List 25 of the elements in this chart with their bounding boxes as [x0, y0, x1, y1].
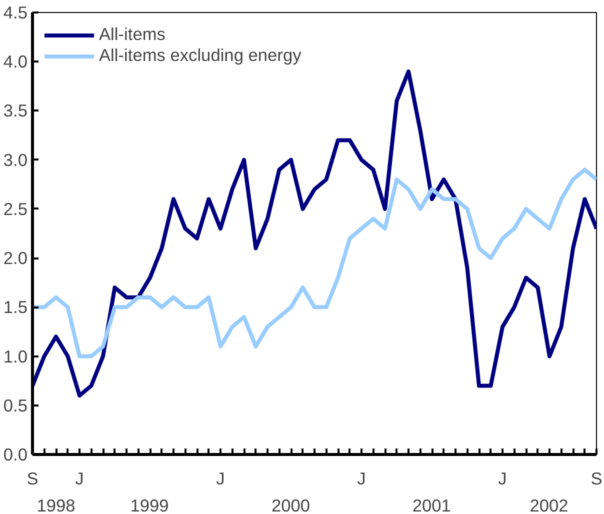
x-tick-label: S	[26, 468, 38, 488]
x-tick-label: S	[590, 468, 602, 488]
x-tick-label: J	[357, 468, 366, 488]
x-tick-label: J	[216, 468, 225, 488]
x2-tick-label: 1998	[36, 496, 76, 514]
x-tick-label: J	[75, 468, 84, 488]
y-tick-label: 0.0	[3, 444, 28, 464]
x2-tick-label: 1999	[130, 496, 169, 514]
y-tick-label: 2.5	[3, 198, 28, 219]
x-tick-label: J	[498, 468, 507, 488]
y-tick-label: 4.0	[3, 52, 28, 72]
x2-tick-label: 2000	[271, 496, 310, 514]
y-tick-label: 4.5	[3, 2, 28, 22]
legend-label: All-items excluding energy	[99, 45, 302, 66]
y-tick-label: 0.5	[3, 395, 28, 416]
y-tick-label: 1.5	[3, 297, 28, 318]
y-tick-label: 3.0	[3, 150, 28, 170]
y-tick-label: 3.5	[3, 100, 28, 121]
line-series	[32, 69, 596, 398]
x2-tick-label: 2002	[530, 496, 568, 514]
y-tick-label: 1.0	[3, 346, 28, 366]
legend-label: All-items	[99, 24, 166, 45]
x2-tick-label: 2001	[412, 496, 451, 514]
y-tick-label: 2.0	[3, 248, 28, 268]
line-series	[32, 168, 596, 358]
